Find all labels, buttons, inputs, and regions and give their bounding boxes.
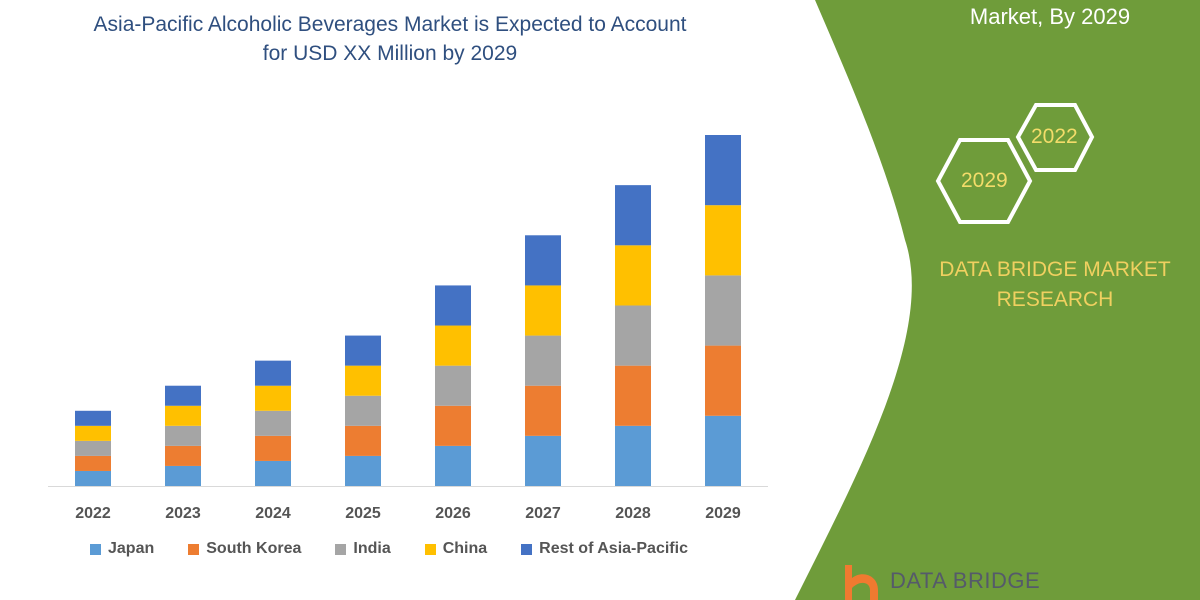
bar-segment-2023-china bbox=[165, 405, 201, 426]
bar-segment-2022-rest-of-asia-pacific bbox=[75, 410, 111, 426]
bar-segment-2027-south-korea bbox=[525, 385, 561, 436]
bar-segment-2026-south-korea bbox=[435, 405, 471, 446]
bar-segment-2028-japan bbox=[615, 425, 651, 486]
x-tick-label: 2028 bbox=[615, 505, 651, 522]
side-title: Market, By 2029 bbox=[969, 4, 1131, 29]
logo-icon bbox=[845, 565, 878, 600]
legend-item: Japan bbox=[90, 540, 154, 558]
bar-segment-2029-south-korea bbox=[705, 345, 741, 416]
hex-label-2022: 2022 bbox=[1031, 125, 1078, 148]
brand-line-1: DATA BRIDGE MARKET bbox=[939, 258, 1171, 281]
legend-label: Rest of Asia-Pacific bbox=[539, 540, 688, 557]
legend-item: South Korea bbox=[188, 540, 301, 558]
bar-segment-2027-india bbox=[525, 335, 561, 386]
bar-segment-2023-india bbox=[165, 425, 201, 446]
bar-segment-2026-japan bbox=[435, 445, 471, 486]
legend-swatch bbox=[188, 543, 200, 555]
x-tick-label: 2026 bbox=[435, 505, 471, 522]
title-line-2: for USD XX Million by 2029 bbox=[262, 42, 518, 65]
bar-segment-2024-rest-of-asia-pacific bbox=[255, 360, 291, 386]
green-panel bbox=[795, 0, 1200, 600]
bar-segment-2022-south-korea bbox=[75, 455, 111, 471]
x-tick-label: 2027 bbox=[525, 505, 561, 522]
brand-line-2: RESEARCH bbox=[996, 288, 1114, 311]
bar-segment-2028-china bbox=[615, 245, 651, 306]
hex-label-2029: 2029 bbox=[961, 169, 1008, 192]
bar-segment-2028-south-korea bbox=[615, 365, 651, 426]
bar-segment-2023-rest-of-asia-pacific bbox=[165, 385, 201, 406]
bar-segment-2028-rest-of-asia-pacific bbox=[615, 185, 651, 246]
legend-item: Rest of Asia-Pacific bbox=[521, 540, 688, 558]
title-line-1: Asia-Pacific Alcoholic Beverages Market … bbox=[93, 13, 687, 36]
stacked-bar-chart: 2022 2023 2024 2025 2026 2027 2028 2029 bbox=[48, 135, 768, 522]
x-tick-label: 2024 bbox=[255, 505, 291, 522]
x-tick-label: 2022 bbox=[75, 505, 111, 522]
legend: Japan South Korea India China Rest of Asia-P… bbox=[90, 540, 722, 558]
logo-text: DATA BRIDGE bbox=[890, 568, 1041, 593]
legend-item: India bbox=[335, 540, 391, 558]
bar-segment-2024-china bbox=[255, 385, 291, 411]
hexagon-2022 bbox=[1015, 103, 1095, 172]
legend-label: Japan bbox=[108, 540, 155, 557]
bar-segment-2029-china bbox=[705, 205, 741, 276]
bar-segment-2025-japan bbox=[345, 455, 381, 486]
x-tick-label: 2029 bbox=[705, 505, 741, 522]
bar-segment-2027-rest-of-asia-pacific bbox=[525, 235, 561, 286]
bar-segment-2027-china bbox=[525, 285, 561, 336]
bar-segment-2022-china bbox=[75, 425, 111, 441]
bar-segment-2022-japan bbox=[75, 470, 111, 486]
bar-segment-2025-south-korea bbox=[345, 425, 381, 456]
legend-swatch bbox=[335, 543, 347, 555]
brand-text: DATA BRIDGE MARKET RESEARCH bbox=[920, 255, 1190, 315]
bar-segment-2026-india bbox=[435, 365, 471, 406]
x-tick-label: 2025 bbox=[345, 505, 381, 522]
bar-segment-2029-japan bbox=[705, 415, 741, 486]
legend-item: China bbox=[424, 540, 488, 558]
bar-segment-2024-japan bbox=[255, 460, 291, 486]
bar-segment-2026-rest-of-asia-pacific bbox=[435, 285, 471, 326]
chart-title: Asia-Pacific Alcoholic Beverages Market … bbox=[40, 10, 740, 68]
bar-segment-2024-south-korea bbox=[255, 435, 291, 461]
bar-segment-2025-china bbox=[345, 365, 381, 396]
bar-segment-2029-rest-of-asia-pacific bbox=[705, 135, 741, 206]
bar-segment-2028-india bbox=[615, 305, 651, 366]
legend-label: South Korea bbox=[206, 540, 302, 557]
x-tick-label: 2023 bbox=[165, 505, 201, 522]
bar-segment-2023-japan bbox=[165, 465, 201, 486]
legend-swatch bbox=[424, 543, 436, 555]
bar-segment-2024-india bbox=[255, 410, 291, 436]
bar-segment-2025-rest-of-asia-pacific bbox=[345, 335, 381, 366]
bar-segment-2025-india bbox=[345, 395, 381, 426]
bar-segment-2029-india bbox=[705, 275, 741, 346]
bar-segment-2027-japan bbox=[525, 435, 561, 486]
legend-swatch bbox=[90, 543, 101, 555]
legend-label: India bbox=[353, 540, 391, 557]
legend-label: China bbox=[442, 540, 488, 557]
bar-segment-2023-south-korea bbox=[165, 445, 201, 466]
bar-segment-2022-india bbox=[75, 440, 111, 456]
bar-segment-2026-china bbox=[435, 325, 471, 366]
hexagon-2029 bbox=[935, 138, 1033, 224]
legend-swatch bbox=[521, 543, 533, 555]
